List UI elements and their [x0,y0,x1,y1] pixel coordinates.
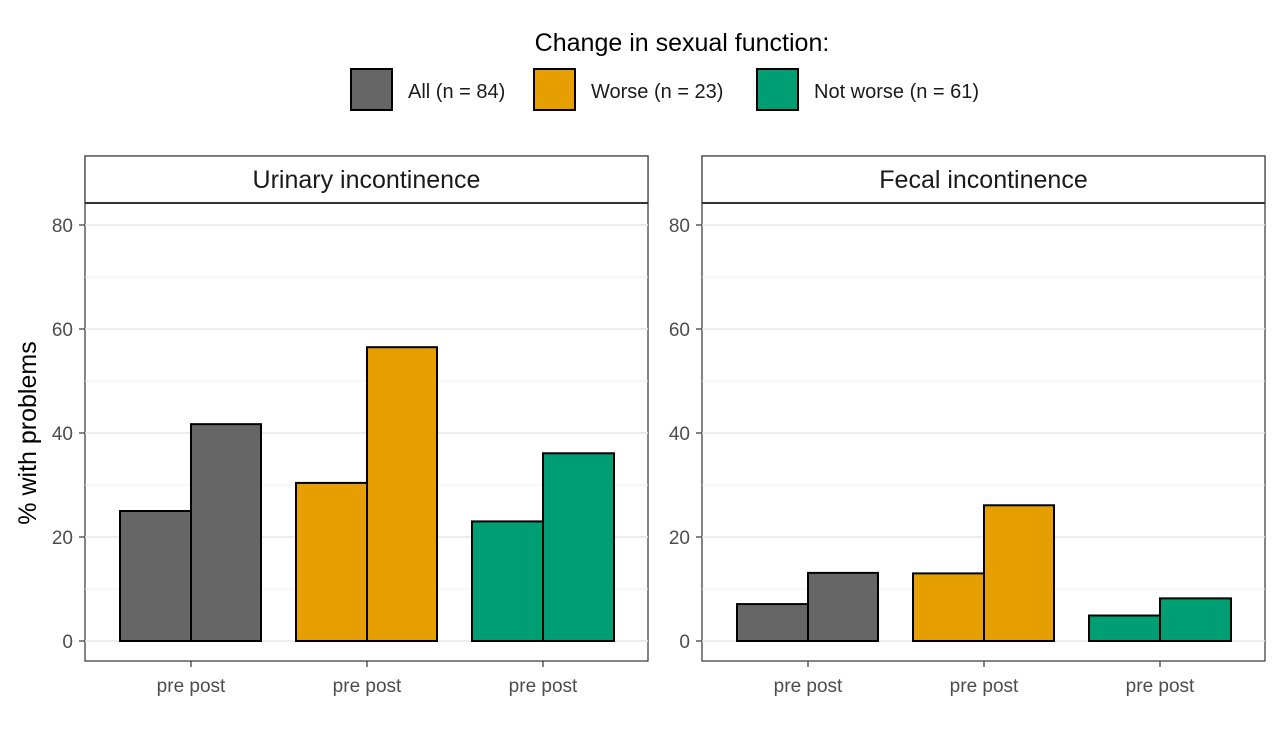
bar-pre [471,520,544,643]
bar-post [983,504,1055,642]
y-tick-label: 0 [62,632,73,653]
legend-label-3: Not worse (n = 61) [814,81,979,103]
x-tick-label: pre post [509,676,578,697]
bar-post [1159,597,1232,642]
x-tick-label: pre post [1126,676,1195,697]
legend-swatch-1 [350,68,393,111]
bar-post [542,452,615,642]
x-tick-label: pre post [157,676,226,697]
panel-title: Fecal incontinence [879,166,1087,194]
y-axis-label: % with problems [14,341,42,524]
y-tick-label: 60 [52,320,73,341]
x-tick-label: pre post [333,676,402,697]
legend-label-2: Worse (n = 23) [591,81,723,103]
panel-strip [701,155,1266,204]
bar-post [807,571,879,643]
y-tick-label: 80 [669,216,690,237]
bar-pre [295,481,368,643]
legend-swatch-2 [533,68,576,111]
panel-title: Urinary incontinence [253,166,481,194]
bar-pre [736,603,809,643]
y-tick-label: 20 [52,528,73,549]
x-tick-label: pre post [950,676,1019,697]
bar-group-1 [119,423,262,642]
y-tick-label: 20 [669,528,690,549]
bar-pre [119,510,192,642]
legend-label-1: All (n = 84) [408,81,505,103]
bar-pre [1088,614,1161,643]
y-tick-label: 40 [669,424,690,445]
panel-2: Fecal incontinence 0 20 40 60 80 pre post pre p… [669,155,1266,697]
bar-group-3 [471,452,615,643]
panel-1: Urinary incontinence 0 20 40 60 80 pre post pre… [52,155,649,697]
y-tick-label: 40 [52,424,73,445]
panel-strip [84,155,649,204]
legend: Change in sexual function: All (n = 84) W… [350,29,979,111]
bar-post [366,346,438,642]
bar-pre [912,572,985,643]
legend-title: Change in sexual function: [535,29,830,57]
bar-post [190,423,262,642]
legend-swatch-3 [756,68,799,111]
bar-group-2 [295,346,438,643]
bar-group-3 [1088,597,1232,643]
bar-group-1 [736,571,879,643]
bar-group-2 [912,504,1055,643]
y-tick-label: 80 [52,216,73,237]
y-tick-label: 60 [669,320,690,341]
x-tick-label: pre post [774,676,843,697]
y-tick-label: 0 [679,632,690,653]
